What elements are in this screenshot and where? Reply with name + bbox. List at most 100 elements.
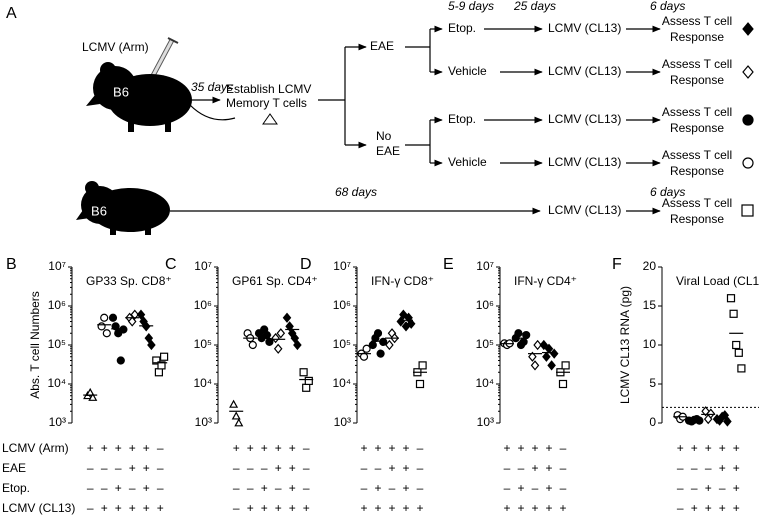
duration-label: 35 days (191, 80, 233, 94)
condition-sign: + (402, 461, 409, 475)
condition-sign: + (374, 501, 381, 515)
condition-sign: – (157, 441, 164, 455)
marker-square (729, 309, 738, 318)
header: 6 days (650, 185, 685, 199)
treatment-label: Vehicle (448, 64, 487, 78)
marker-square (418, 361, 427, 370)
condition-sign: + (129, 501, 136, 515)
condition-sign: + (719, 441, 726, 455)
step-label: LCMV (CL13) (548, 112, 621, 126)
condition-sign: – (303, 481, 310, 495)
condition-sign: + (545, 481, 552, 495)
y-tick-label: 10 (643, 337, 657, 351)
marker-circle (368, 340, 377, 350)
condition-sign: + (719, 461, 726, 475)
condition-sign: – (560, 481, 567, 495)
condition-sign: + (289, 441, 296, 455)
condition-sign: + (705, 501, 712, 515)
condition-sign: – (303, 461, 310, 475)
marker-circle (514, 329, 523, 338)
marker-triangle (231, 411, 241, 420)
marker-circle (100, 313, 109, 322)
y-tick-label: 15 (643, 298, 657, 312)
marker-diamond (406, 318, 416, 329)
condition-sign: + (517, 441, 524, 455)
chart-panel: F Viral Load (CL13) LCMV CL13 RNA (pg) 0 5 10… (612, 256, 759, 515)
treatment-rows: Etop. LCMV (CL13) Assess T cell Response Veh… (430, 14, 754, 178)
marker-diamond (144, 332, 154, 344)
step-label: Response (670, 30, 724, 44)
marker-circle (522, 330, 531, 340)
marker-diamond (742, 22, 754, 36)
condition-sign: + (247, 501, 254, 515)
condition-label: Etop. (2, 481, 30, 495)
condition-sign: + (143, 461, 150, 475)
condition-sign: + (87, 441, 94, 455)
condition-sign: – (375, 461, 382, 475)
condition-sign: – (677, 461, 684, 475)
marker-circle (519, 337, 528, 347)
condition-sign: + (275, 441, 282, 455)
marker-square (154, 368, 163, 377)
panel-label: F (612, 256, 622, 273)
condition-sign: + (545, 461, 552, 475)
marker-diamond (136, 309, 146, 320)
condition-sign: + (275, 501, 282, 515)
condition-sign: + (705, 481, 712, 495)
condition-sign: + (289, 481, 296, 495)
condition-sign: + (261, 481, 268, 495)
condition-sign: – (261, 461, 268, 475)
triangle-symbol (262, 113, 278, 125)
condition-sign: + (143, 501, 150, 515)
marker-triangle (234, 418, 244, 427)
chart-title: GP61 Sp. CD4⁺ (232, 274, 318, 288)
y-tick-label: 10⁷ (476, 259, 494, 273)
y-tick-label: 10⁴ (332, 376, 351, 390)
marker-diamond (273, 343, 283, 354)
condition-sign: + (101, 501, 108, 515)
panel-label: B (6, 256, 17, 273)
condition-sign: – (532, 481, 539, 495)
condition-sign: – (677, 481, 684, 495)
condition-sign: – (233, 481, 240, 495)
condition-sign: + (374, 481, 381, 495)
chart-title: GP33 Sp. CD8⁺ (86, 274, 172, 288)
condition-sign: – (677, 501, 684, 515)
y-tick-label: 10⁷ (48, 259, 66, 273)
condition-sign: + (388, 501, 395, 515)
step-label: Assess T cell (662, 196, 732, 210)
condition-sign: + (503, 501, 510, 515)
step-label: Response (670, 73, 724, 87)
marker-circle (359, 352, 369, 361)
step-label: Assess T cell (662, 105, 732, 119)
condition-sign: + (289, 501, 296, 515)
condition-sign: + (143, 441, 150, 455)
group-label: No (376, 129, 392, 143)
treatment-label: Etop. (448, 112, 476, 126)
condition-sign: + (129, 441, 136, 455)
marker-diamond (742, 65, 754, 79)
condition-sign: + (402, 441, 409, 455)
condition-sign: + (143, 481, 150, 495)
marker-square (558, 379, 568, 389)
condition-sign: – (87, 481, 94, 495)
marker-circle (265, 337, 274, 347)
y-tick-label: 10⁶ (194, 298, 212, 312)
marker-circle (111, 322, 120, 331)
marker-square (299, 368, 308, 377)
condition-sign: – (157, 461, 164, 475)
step-label: LCMV (CL13) (548, 203, 621, 217)
condition-sign: + (691, 501, 698, 515)
condition-sign: – (560, 461, 567, 475)
condition-sign: + (157, 501, 164, 515)
marker-diamond (276, 328, 286, 339)
y-tick-label: 10⁵ (194, 337, 212, 351)
marker-square (737, 364, 746, 373)
y-tick-label: 10³ (49, 415, 66, 429)
condition-sign: + (115, 481, 122, 495)
marker-diamond (528, 351, 537, 362)
chart-title: Viral Load (CL13) (676, 274, 759, 288)
chart-title: IFN-γ CD8⁺ (371, 274, 434, 288)
